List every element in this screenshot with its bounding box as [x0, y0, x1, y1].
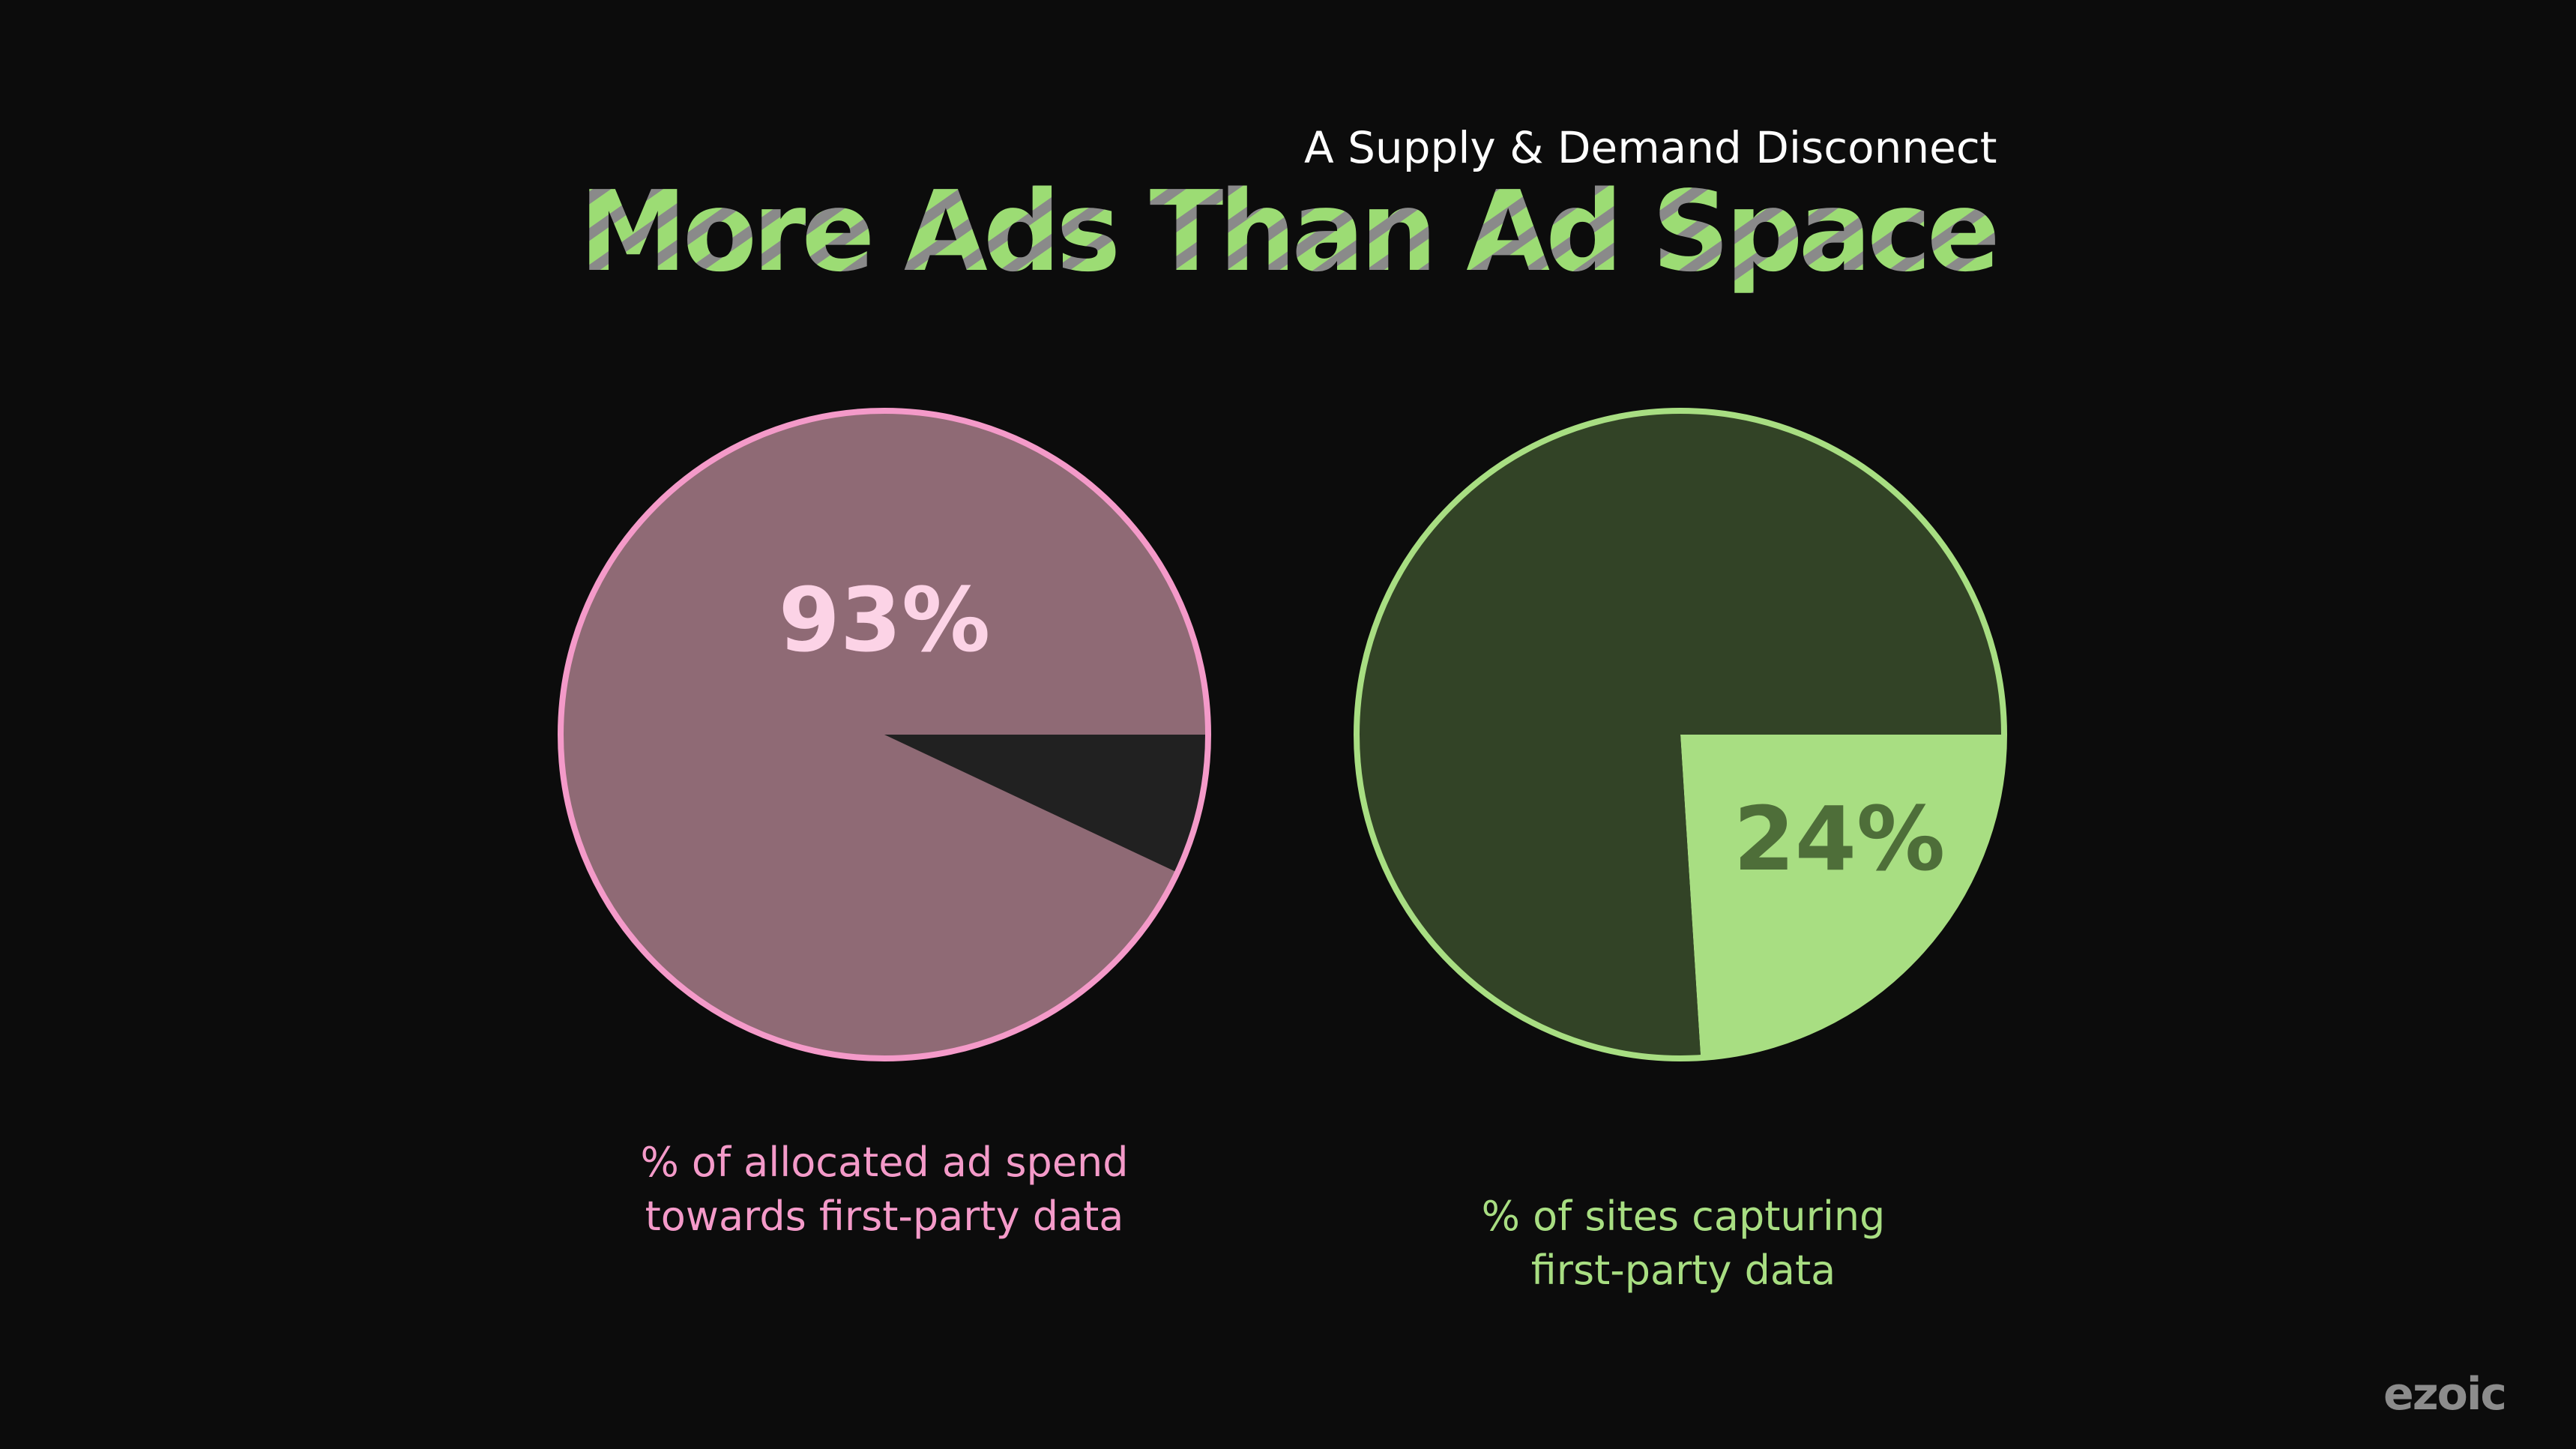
pie-outline [558, 408, 1211, 1061]
slide-title: More Ads Than Ad Space [579, 167, 2000, 296]
pie-chart-sites-capturing: 24% [1354, 408, 2007, 1061]
pie-slice-main [1357, 411, 2004, 1058]
slide-subtitle: A Supply & Demand Disconnect [1304, 122, 1997, 173]
caption-line: % of allocated ad spend [640, 1139, 1129, 1186]
caption-line: towards first-party data [645, 1193, 1124, 1240]
caption-line: % of sites capturing [1481, 1193, 1886, 1240]
pie-slice-remainder [884, 735, 1208, 873]
pie-slice-highlight [1680, 735, 2004, 1058]
pie-chart-ad-spend: 93% [558, 408, 1211, 1061]
ezoic-logo: ezoic [2383, 1368, 2507, 1421]
pie-value-label: 93% [779, 568, 990, 672]
pie-caption-sites: % of sites capturing first-party data [1384, 1190, 1983, 1298]
pie-value-label: 24% [1734, 787, 1945, 891]
pie-caption-ad-spend: % of allocated ad spend towards first-pa… [585, 1136, 1184, 1244]
pie-slice-main [560, 411, 1208, 1059]
pie-outline [1354, 408, 2007, 1061]
slide-title-text: More Ads Than Ad Space [579, 167, 1996, 296]
caption-line: first-party data [1530, 1247, 1836, 1294]
